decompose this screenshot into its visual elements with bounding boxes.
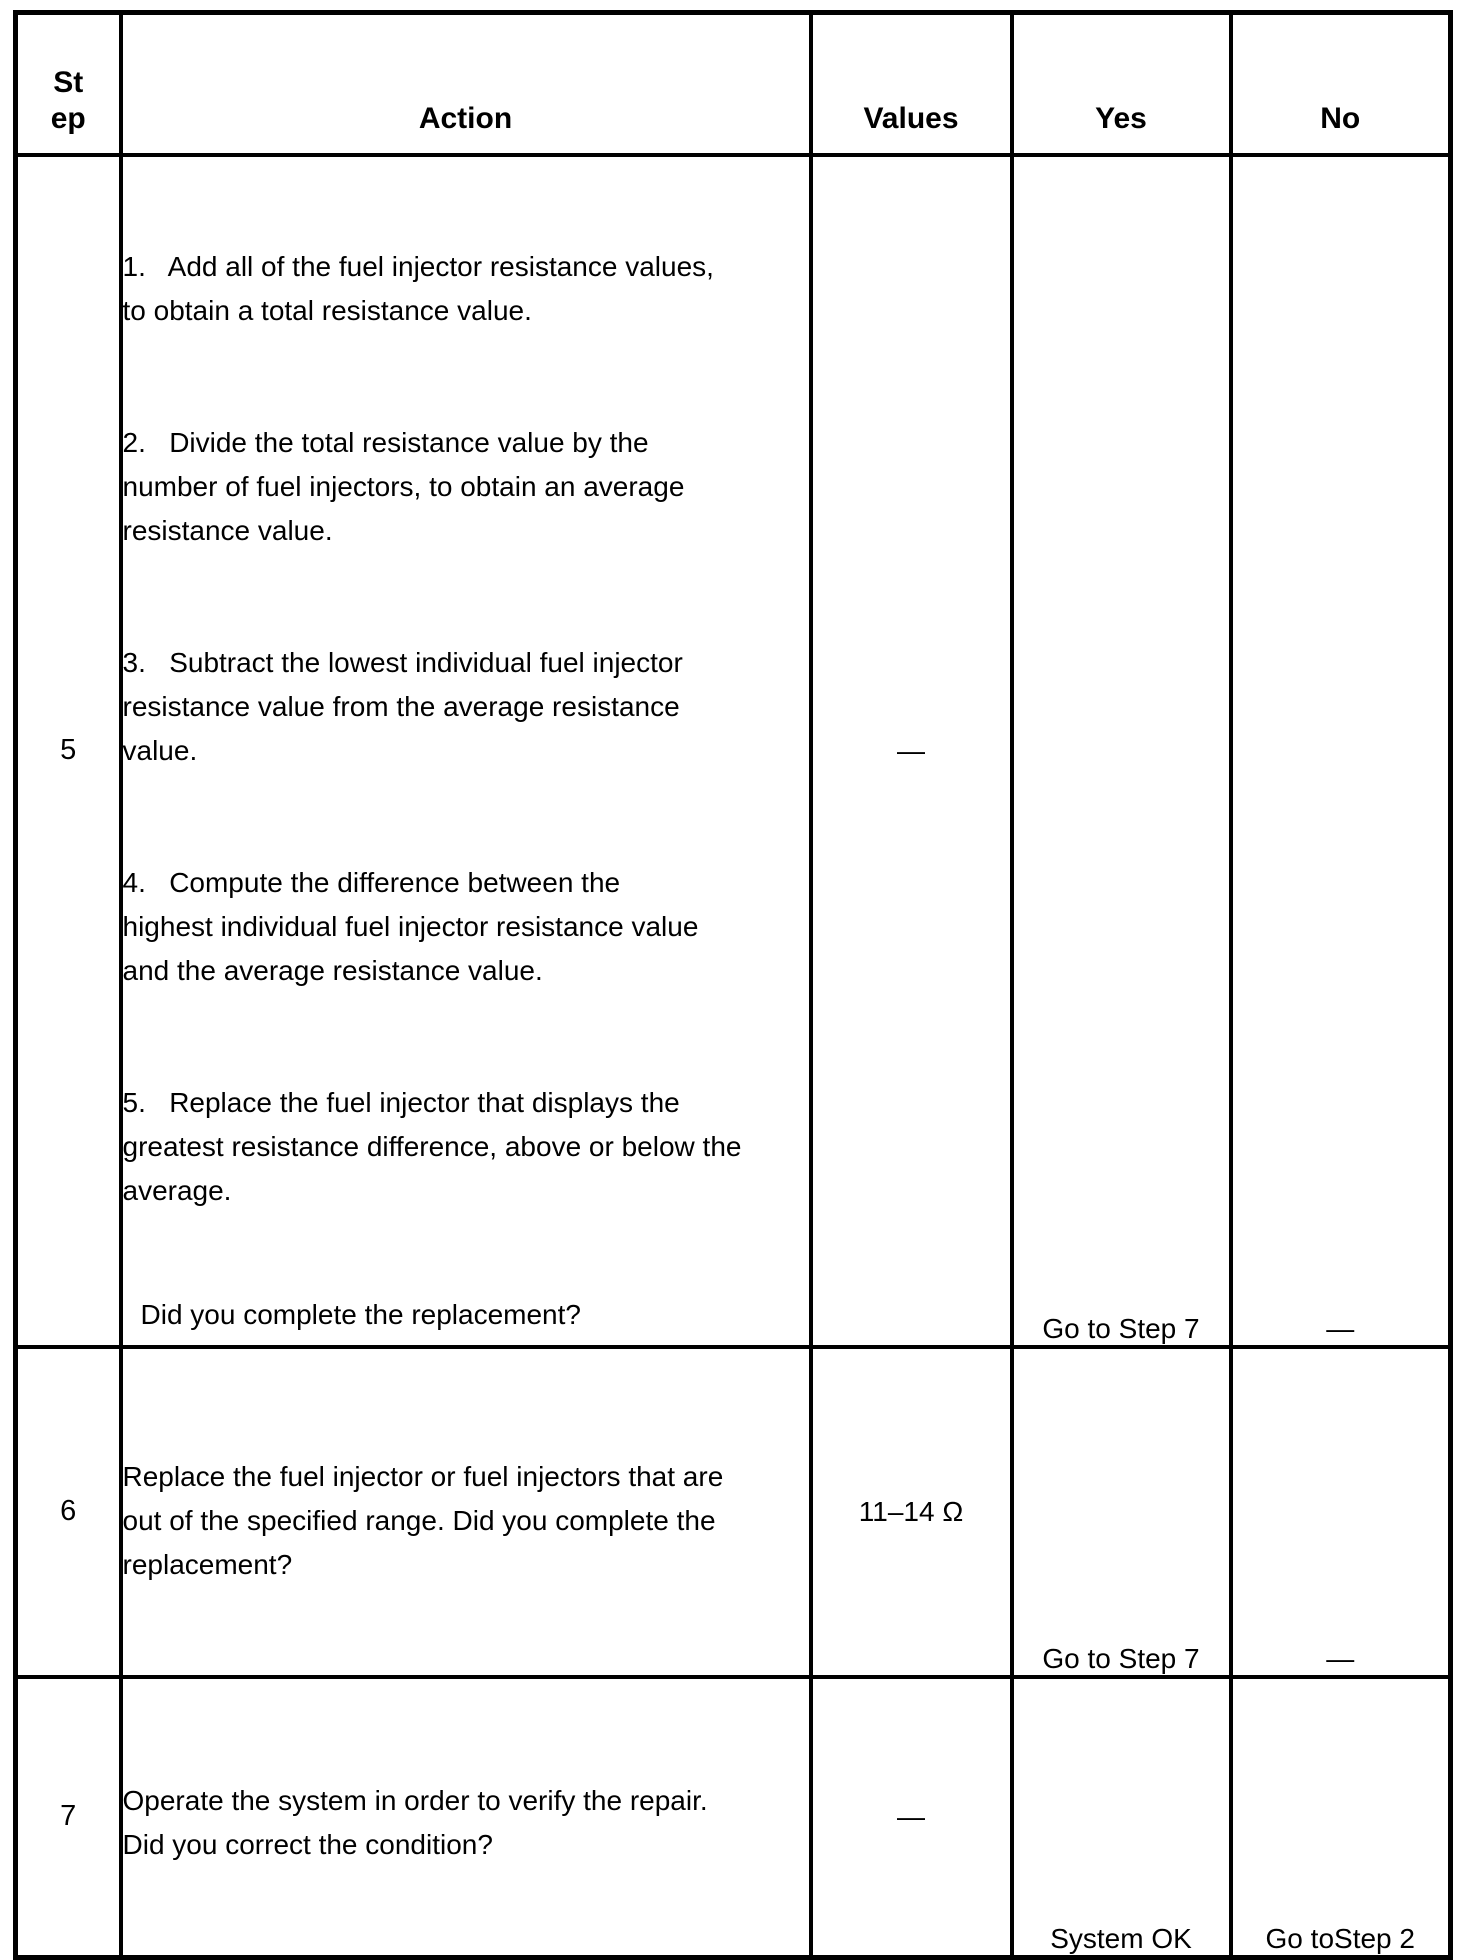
step-number: 7 <box>13 1674 123 1959</box>
action-item-2: 2. Divide the total resistance value by … <box>122 426 685 546</box>
action-item-3: 3. Subtract the lowest individual fuel i… <box>122 646 683 766</box>
no-cell: — <box>1228 1344 1453 1679</box>
document-page: St ep Action Values Yes No 5 1. Add all … <box>13 10 1453 1960</box>
no-cell: — <box>1228 152 1453 1349</box>
table-row-step-6: 6 Replace the fuel injector or fuel inje… <box>13 1344 1453 1679</box>
yes-cell: Go to Step 7 <box>1009 152 1233 1349</box>
action-cell: 1. Add all of the fuel injector resistan… <box>118 152 813 1349</box>
table-row-step-5: 5 1. Add all of the fuel injector resist… <box>13 152 1453 1349</box>
step-number: 5 <box>13 152 123 1349</box>
no-cell: Go toStep 2 <box>1228 1674 1453 1959</box>
column-header-action: Action <box>118 10 813 157</box>
diagnostic-table: St ep Action Values Yes No 5 1. Add all … <box>13 10 1453 1960</box>
action-cell: Replace the fuel injector or fuel inject… <box>118 1344 813 1679</box>
column-header-yes: Yes <box>1009 10 1233 157</box>
action-text: Replace the fuel injector or fuel inject… <box>122 1460 724 1580</box>
values-cell: — <box>808 152 1014 1349</box>
action-cell: Operate the system in order to verify th… <box>118 1674 813 1959</box>
action-item-5: 5. Replace the fuel injector that displa… <box>122 1086 742 1206</box>
step-number: 6 <box>13 1344 123 1679</box>
yes-cell: Go to Step 7 <box>1009 1344 1233 1679</box>
action-text: Operate the system in order to verify th… <box>122 1784 708 1860</box>
yes-cell: System OK <box>1009 1674 1233 1959</box>
action-item-4: 4. Compute the difference between the hi… <box>122 866 699 986</box>
header-row: St ep Action Values Yes No <box>13 10 1453 157</box>
values-cell: 11–14 Ω <box>808 1344 1014 1679</box>
column-header-no: No <box>1228 10 1453 157</box>
column-header-step: St ep <box>13 10 123 157</box>
action-item-1: 1. Add all of the fuel injector resistan… <box>122 250 714 326</box>
table-row-step-7: 7 Operate the system in order to verify … <box>13 1674 1453 1959</box>
column-header-values: Values <box>808 10 1014 157</box>
action-question: Did you complete the replacement? <box>140 1298 581 1330</box>
values-cell: — <box>808 1674 1014 1959</box>
